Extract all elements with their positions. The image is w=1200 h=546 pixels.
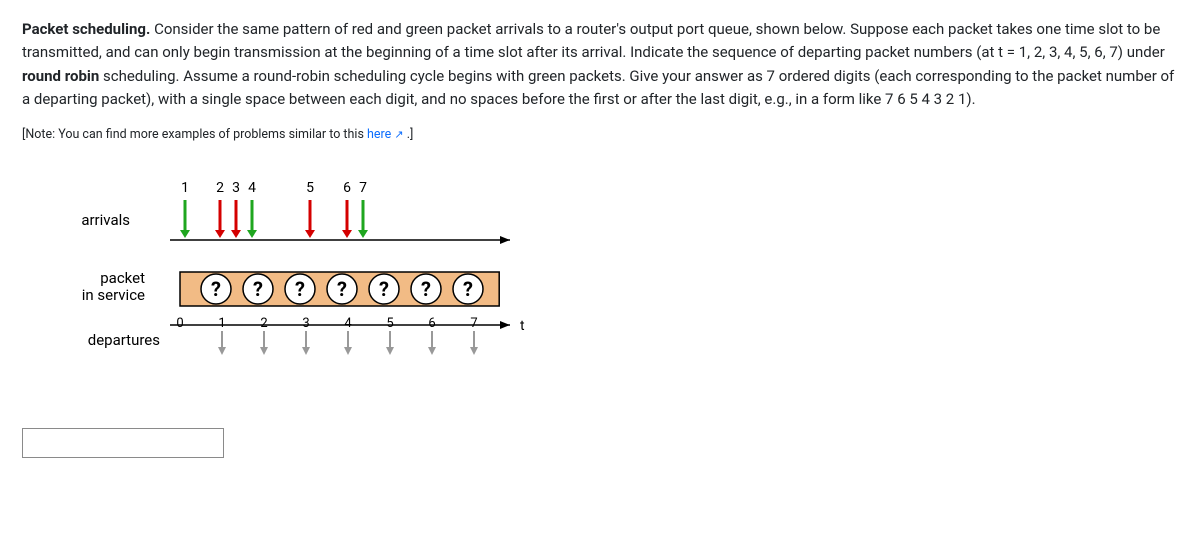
packet-number: 7 — [359, 180, 367, 196]
slot-mark: ? — [463, 277, 473, 301]
time-tick: 3 — [302, 316, 309, 331]
packet-diagram: arrivalspacketin servicedepartures123456… — [40, 170, 1178, 377]
time-tick: 4 — [344, 316, 352, 331]
problem-title: Packet scheduling. — [22, 20, 150, 38]
packet-number: 4 — [248, 180, 256, 196]
label-packet: packet — [100, 269, 145, 287]
slot-mark: ? — [253, 277, 263, 301]
packet-number: 1 — [181, 180, 189, 196]
slot-mark: ? — [211, 277, 221, 301]
external-link-icon: ↗ — [394, 128, 403, 141]
note-prefix: [Note: You can find more examples of pro… — [22, 127, 367, 142]
problem-body: Consider the same pattern of red and gre… — [22, 20, 1174, 108]
slot-mark: ? — [421, 277, 431, 301]
time-tick: 2 — [260, 316, 267, 331]
label-departures: departures — [88, 331, 160, 349]
time-tick: 5 — [386, 316, 393, 331]
packet-number: 3 — [232, 180, 240, 196]
packet-number: 2 — [216, 180, 224, 196]
slot-mark: ? — [379, 277, 389, 301]
packet-number: 5 — [306, 180, 314, 196]
time-tick: 7 — [470, 316, 477, 331]
note-suffix: .] — [404, 127, 414, 142]
axis-label-t: t — [520, 318, 525, 334]
slot-mark: ? — [337, 277, 347, 301]
slot-mark: ? — [295, 277, 305, 301]
answer-input[interactable] — [22, 428, 224, 458]
problem-text: Packet scheduling. Consider the same pat… — [22, 18, 1178, 111]
note-link[interactable]: here ↗ — [367, 127, 404, 142]
label-inservice: in service — [82, 286, 145, 304]
time-tick: 1 — [218, 316, 225, 331]
label-arrivals: arrivals — [81, 211, 130, 229]
time-tick: 0 — [176, 316, 183, 331]
packet-number: 6 — [343, 180, 351, 196]
time-tick: 6 — [428, 316, 435, 331]
note-line: [Note: You can find more examples of pro… — [22, 125, 1178, 144]
